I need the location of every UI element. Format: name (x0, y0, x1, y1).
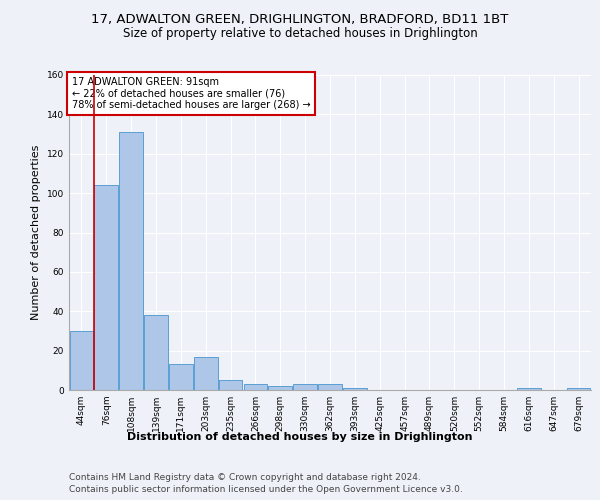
Bar (244, 384, 267, 390)
Bar (343, 388, 367, 390)
Text: 17 ADWALTON GREEN: 91sqm
← 22% of detached houses are smaller (76)
78% of semi-d: 17 ADWALTON GREEN: 91sqm ← 22% of detach… (71, 76, 310, 110)
Bar (119, 132, 143, 390)
Bar (94, 185, 118, 390)
Bar (318, 384, 342, 390)
Bar (144, 315, 168, 390)
Text: Distribution of detached houses by size in Drighlington: Distribution of detached houses by size … (127, 432, 473, 442)
Text: Size of property relative to detached houses in Drighlington: Size of property relative to detached ho… (122, 28, 478, 40)
Text: Contains public sector information licensed under the Open Government Licence v3: Contains public sector information licen… (69, 485, 463, 494)
Bar (194, 356, 218, 390)
Bar (219, 380, 242, 390)
Y-axis label: Number of detached properties: Number of detached properties (31, 145, 41, 320)
Bar (268, 386, 292, 390)
Bar (169, 364, 193, 390)
Text: Contains HM Land Registry data © Crown copyright and database right 2024.: Contains HM Land Registry data © Crown c… (69, 472, 421, 482)
Bar (293, 384, 317, 390)
Bar (567, 388, 590, 390)
Bar (70, 331, 93, 390)
Bar (517, 388, 541, 390)
Text: 17, ADWALTON GREEN, DRIGHLINGTON, BRADFORD, BD11 1BT: 17, ADWALTON GREEN, DRIGHLINGTON, BRADFO… (91, 12, 509, 26)
